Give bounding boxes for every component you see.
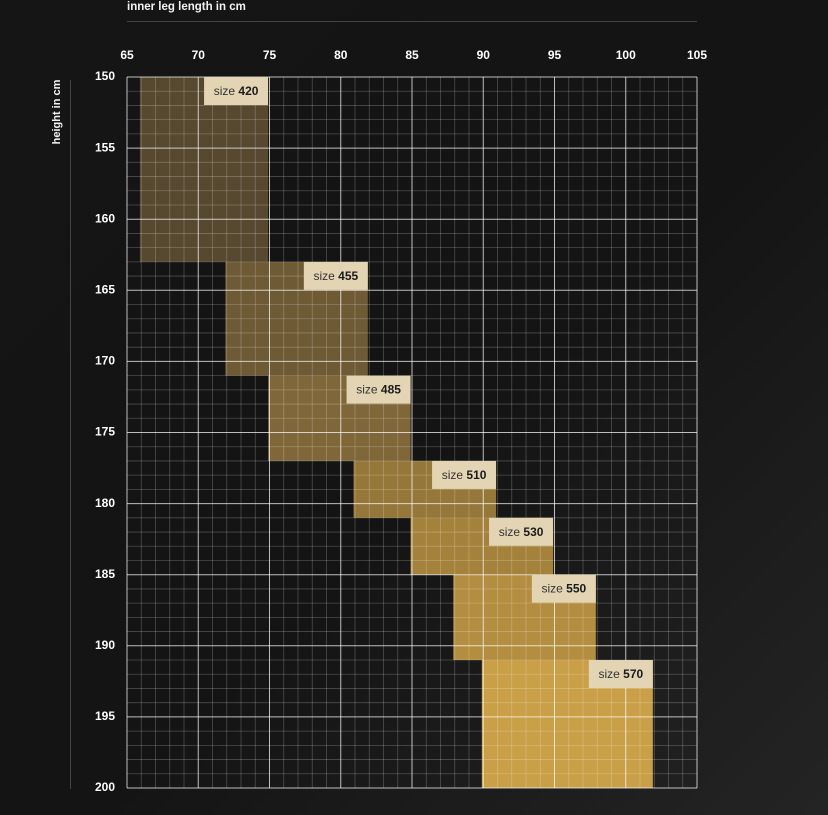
- y-tick-label: 180: [95, 496, 115, 510]
- x-tick-label: 65: [120, 48, 134, 62]
- x-tick-label: 70: [192, 48, 206, 62]
- size-label-background: [346, 375, 411, 404]
- size-label-prefix: size: [356, 383, 381, 397]
- y-tick-label: 175: [95, 425, 115, 439]
- size-455-label: size 455: [303, 261, 368, 290]
- size-label-text: size 530: [499, 525, 544, 539]
- size-label-text: size 550: [541, 582, 586, 596]
- size-label-text: size 570: [598, 667, 643, 681]
- x-tick-label: 90: [477, 48, 491, 62]
- size-label-text: size 420: [214, 84, 259, 98]
- x-tick-label: 75: [263, 48, 277, 62]
- y-tick-label: 165: [95, 282, 115, 296]
- size-530-label: size 530: [489, 517, 554, 546]
- y-tick-label: 195: [95, 709, 115, 723]
- size-label-background: [588, 660, 653, 689]
- size-label-background: [204, 77, 269, 105]
- size-label-text: size 455: [313, 269, 358, 283]
- x-title-divider: [127, 21, 697, 22]
- size-label-number: 510: [466, 468, 486, 482]
- y-axis-divider: [70, 80, 71, 789]
- size-label-prefix: size: [499, 525, 524, 539]
- size-label-background: [531, 574, 596, 603]
- size-510-label: size 510: [432, 460, 497, 489]
- x-axis-title: inner leg length in cm: [127, 1, 246, 13]
- size-label-background: [432, 460, 497, 489]
- y-tick-label: 185: [95, 567, 115, 581]
- size-label-number: 570: [623, 667, 643, 681]
- size-420-block: [139, 77, 269, 262]
- y-tick-label: 155: [95, 140, 115, 154]
- size-label-text: size 510: [442, 468, 487, 482]
- size-570-label: size 570: [588, 660, 653, 689]
- size-label-prefix: size: [442, 468, 467, 482]
- y-tick-label: 200: [95, 780, 115, 794]
- y-tick-label: 150: [95, 69, 115, 83]
- size-420-label: size 420: [204, 77, 269, 105]
- size-label-prefix: size: [598, 667, 623, 681]
- size-label-prefix: size: [541, 582, 566, 596]
- size-label-background: [303, 261, 368, 290]
- size-485-label: size 485: [346, 375, 411, 404]
- size-550-label: size 550: [531, 574, 596, 603]
- size-label-prefix: size: [214, 84, 239, 98]
- x-tick-label: 100: [616, 48, 636, 62]
- size-label-number: 420: [238, 84, 258, 98]
- x-tick-label: 80: [334, 48, 348, 62]
- size-label-background: [489, 517, 554, 546]
- x-tick-label: 85: [405, 48, 419, 62]
- size-label-number: 550: [566, 582, 586, 596]
- size-label-number: 530: [523, 525, 543, 539]
- size-label-prefix: size: [313, 269, 338, 283]
- y-tick-label: 190: [95, 638, 115, 652]
- size-label-text: size 485: [356, 383, 401, 397]
- x-tick-label: 105: [687, 48, 707, 62]
- y-tick-label: 170: [95, 354, 115, 368]
- size-label-number: 485: [381, 383, 401, 397]
- x-tick-label: 95: [548, 48, 562, 62]
- y-tick-label: 160: [95, 211, 115, 225]
- size-label-number: 455: [338, 269, 358, 283]
